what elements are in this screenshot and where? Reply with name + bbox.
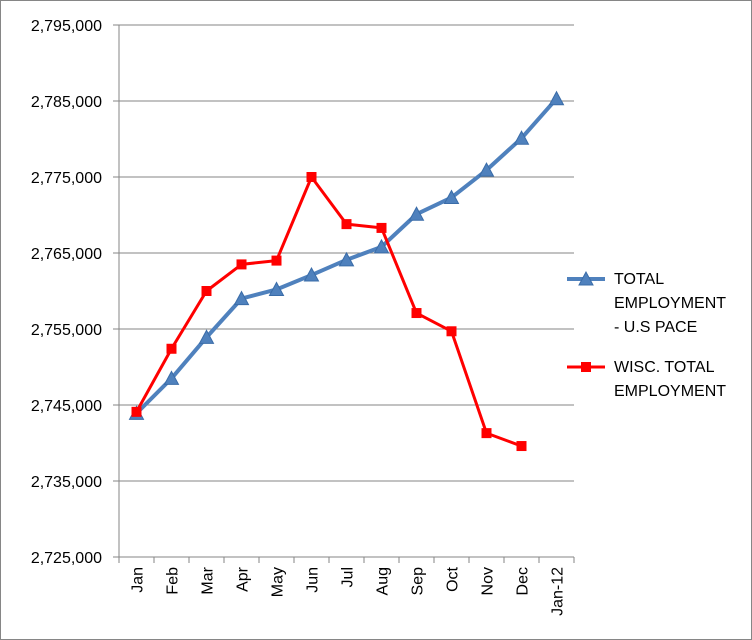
data-point-triangle bbox=[408, 206, 425, 221]
data-point-square bbox=[341, 219, 352, 230]
series-1 bbox=[128, 90, 565, 420]
data-point-triangle bbox=[373, 238, 390, 254]
x-tick-label: Jun bbox=[305, 567, 322, 593]
data-point-square bbox=[166, 343, 177, 354]
data-point-triangle bbox=[303, 266, 320, 282]
data-point-square bbox=[236, 259, 247, 270]
x-tick-label: Nov bbox=[480, 567, 497, 595]
data-point-triangle bbox=[478, 162, 495, 177]
x-tick-label: Jan-12 bbox=[550, 567, 567, 616]
gridlines bbox=[119, 24, 574, 482]
y-tick-label: 2,775,000 bbox=[31, 170, 102, 187]
data-point-square bbox=[376, 222, 387, 233]
data-point-triangle bbox=[443, 189, 460, 205]
series bbox=[128, 90, 565, 452]
data-point-square bbox=[411, 308, 422, 319]
series-2 bbox=[131, 172, 527, 452]
y-tick-label: 2,745,000 bbox=[31, 398, 102, 415]
data-point-triangle bbox=[198, 329, 215, 344]
x-tick-label: Mar bbox=[200, 566, 217, 594]
y-tick-label: 2,785,000 bbox=[31, 94, 102, 111]
data-point-square bbox=[481, 428, 492, 439]
data-point-square bbox=[131, 406, 142, 417]
y-tick-label: 2,735,000 bbox=[31, 474, 102, 491]
legend-label: EMPLOYMENT bbox=[614, 383, 726, 400]
y-tick-label: 2,755,000 bbox=[31, 322, 102, 339]
legend-entry-2: WISC. TOTAL EMPLOYMENT bbox=[567, 359, 726, 400]
data-point-triangle bbox=[233, 290, 250, 306]
y-tick-labels: 2,725,000 2,735,000 2,745,000 2,755,000 2,76… bbox=[31, 18, 102, 567]
data-point-triangle bbox=[578, 270, 594, 286]
x-tick-label: Aug bbox=[375, 567, 392, 595]
legend-label: EMPLOYMENT bbox=[614, 295, 726, 312]
x-tick-label: Apr bbox=[235, 566, 252, 592]
x-tick-label: Feb bbox=[165, 567, 182, 595]
legend: TOTAL EMPLOYMENT - U.S PACE WISC. TOTAL EMPL… bbox=[567, 270, 726, 400]
data-point-triangle bbox=[513, 130, 530, 145]
data-point-triangle bbox=[163, 370, 180, 385]
x-tick-labels: Jan Feb Mar Apr May Jun Jul Aug Sep Oct Nov Dec Jan-… bbox=[130, 566, 567, 616]
data-point-triangle bbox=[338, 251, 355, 267]
x-tick-label: Jan bbox=[130, 567, 147, 593]
data-point-square bbox=[581, 362, 591, 372]
x-tick-label: Dec bbox=[515, 567, 532, 595]
data-point-square bbox=[446, 326, 457, 337]
y-tick-label: 2,765,000 bbox=[31, 246, 102, 263]
series-line bbox=[135, 175, 523, 448]
data-point-square bbox=[306, 172, 317, 182]
data-point-square bbox=[516, 441, 527, 452]
legend-entry-1: TOTAL EMPLOYMENT - U.S PACE bbox=[567, 270, 726, 336]
x-tick-label: Oct bbox=[445, 566, 462, 591]
data-point-square bbox=[201, 286, 212, 296]
legend-label: WISC. TOTAL bbox=[614, 359, 715, 376]
data-point-triangle bbox=[548, 90, 565, 106]
x-tick-label: Jul bbox=[340, 567, 357, 587]
legend-label: TOTAL bbox=[614, 271, 664, 288]
x-tick-label: May bbox=[270, 567, 287, 597]
y-tick-label: 2,795,000 bbox=[31, 18, 102, 35]
legend-label: - U.S PACE bbox=[614, 319, 697, 336]
data-point-square bbox=[271, 255, 282, 266]
axes bbox=[113, 24, 575, 563]
x-tick-label: Sep bbox=[410, 567, 427, 596]
data-point-triangle bbox=[268, 281, 285, 296]
y-tick-label: 2,725,000 bbox=[31, 550, 102, 567]
